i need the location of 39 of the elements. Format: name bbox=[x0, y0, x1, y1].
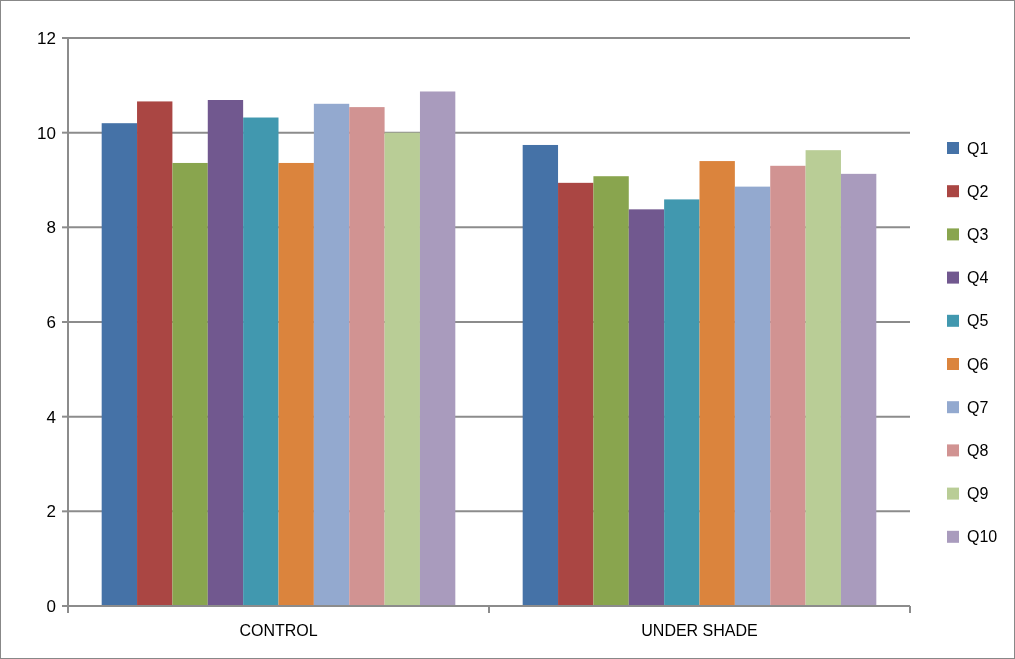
bar bbox=[419, 91, 456, 606]
legend-label: Q10 bbox=[967, 528, 998, 546]
legend-label: Q2 bbox=[967, 182, 989, 200]
bar bbox=[593, 176, 629, 606]
y-tick-label: 2 bbox=[46, 502, 56, 522]
legend-label: Q6 bbox=[967, 355, 989, 373]
bar bbox=[734, 186, 771, 606]
y-tick-label: 0 bbox=[46, 596, 56, 616]
legend-label: Q3 bbox=[967, 226, 989, 243]
legend-label: Q5 bbox=[967, 312, 989, 330]
legend-label: Q7 bbox=[967, 398, 989, 416]
y-tick-label: 10 bbox=[37, 123, 56, 143]
bar bbox=[137, 101, 173, 606]
bar bbox=[243, 117, 279, 606]
bar bbox=[522, 144, 559, 606]
x-tick-label: UNDER SHADE bbox=[641, 622, 758, 639]
bar bbox=[384, 132, 420, 606]
y-tick-label: 8 bbox=[46, 218, 56, 238]
bar bbox=[664, 199, 700, 606]
bar bbox=[207, 100, 244, 606]
y-tick-label: 6 bbox=[46, 312, 56, 332]
legend-label: Q1 bbox=[967, 139, 989, 157]
bar bbox=[349, 107, 385, 606]
bar bbox=[313, 103, 350, 606]
legend-label: Q9 bbox=[967, 485, 989, 503]
bar bbox=[699, 161, 735, 606]
bar bbox=[770, 165, 806, 606]
bar bbox=[558, 182, 594, 606]
bar bbox=[101, 123, 138, 606]
bar bbox=[840, 173, 877, 606]
bar bbox=[628, 209, 665, 606]
x-tick-label: CONTROL bbox=[239, 622, 318, 639]
y-tick-label: 4 bbox=[46, 407, 56, 427]
y-tick-label: 12 bbox=[37, 28, 56, 48]
legend-label: Q8 bbox=[967, 442, 989, 459]
legend-label: Q4 bbox=[967, 269, 989, 287]
bar bbox=[805, 150, 841, 606]
bar bbox=[278, 162, 314, 606]
bar bbox=[172, 162, 208, 606]
